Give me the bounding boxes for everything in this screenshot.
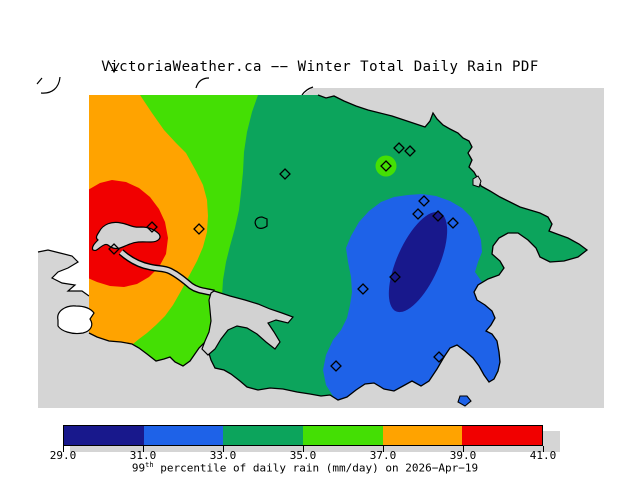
lakes-and-inlets — [57, 175, 482, 407]
northwest-coast-fragment — [40, 76, 61, 94]
colorbar-tick-label: 41.0 — [529, 449, 557, 462]
mainland-coastline — [37, 249, 90, 297]
colorbar-tick — [543, 446, 544, 452]
caption-superscript: th — [145, 461, 154, 469]
colorbar-tick — [463, 446, 464, 452]
inlet-v-fragment — [108, 61, 120, 74]
northeast-lake — [472, 175, 482, 188]
band-35-37-spot — [375, 155, 397, 177]
colorbar-segment-39-41 — [462, 426, 543, 445]
coast-fragments — [36, 61, 210, 94]
caption-value: 99 — [131, 461, 146, 475]
colorbar-segment-37-39 — [382, 426, 463, 445]
colorbar-tick — [223, 446, 224, 452]
station-diamond — [330, 360, 342, 372]
station-diamond — [389, 271, 401, 283]
caption-text: percentile of daily rain (mm/day) on 202… — [153, 461, 479, 475]
north-coast-fragment — [301, 86, 314, 96]
station-diamond — [447, 217, 459, 229]
west-lake — [91, 221, 161, 252]
west-bay — [57, 305, 95, 335]
small-lake-outline — [254, 216, 268, 229]
station-diamond — [146, 221, 158, 233]
colorbar-segment-29-31 — [64, 426, 144, 445]
colorbar — [63, 425, 543, 446]
colorbar-tick-label: 35.0 — [289, 449, 317, 462]
colorbar-tick-label: 29.0 — [49, 449, 77, 462]
station-diamond — [193, 223, 205, 235]
colorbar-tick — [383, 446, 384, 452]
colorbar-segment-35-37 — [303, 426, 383, 445]
colorbar-tick — [303, 446, 304, 452]
basin — [201, 290, 295, 356]
station-diamond — [433, 351, 445, 363]
station-diamond — [108, 243, 120, 255]
inlet-channel — [119, 250, 215, 296]
island-coastline — [88, 94, 589, 401]
plot-title: VictoriaWeather.ca −− Winter Total Daily… — [101, 59, 539, 75]
station-diamond — [393, 142, 405, 154]
colorbar-tick-label: 31.0 — [129, 449, 157, 462]
colorbar-caption: 99th percentile of daily rain (mm/day) o… — [40, 461, 570, 475]
station-markers — [108, 142, 459, 372]
station-diamond — [412, 208, 424, 220]
colorbar-segment-33-35 — [223, 426, 304, 445]
colorbar-tick-label: 33.0 — [209, 449, 237, 462]
colorbar-tick-label: 37.0 — [369, 449, 397, 462]
band-29-31 — [388, 211, 448, 313]
station-diamond — [380, 160, 392, 172]
northwest-tick-fragment — [36, 77, 43, 85]
station-diamond — [404, 145, 416, 157]
colorbar-segment-31-33 — [143, 426, 224, 445]
north-arc-fragment — [195, 77, 210, 89]
station-diamond — [418, 195, 430, 207]
station-diamond — [432, 210, 444, 222]
colorbar-tick-label: 39.0 — [449, 449, 477, 462]
station-diamond — [357, 283, 369, 295]
outside-domain-area — [38, 88, 312, 296]
colorbar-tick — [63, 446, 64, 452]
colorbar-tick — [143, 446, 144, 452]
station-diamond — [279, 168, 291, 180]
south-islet — [457, 395, 472, 407]
